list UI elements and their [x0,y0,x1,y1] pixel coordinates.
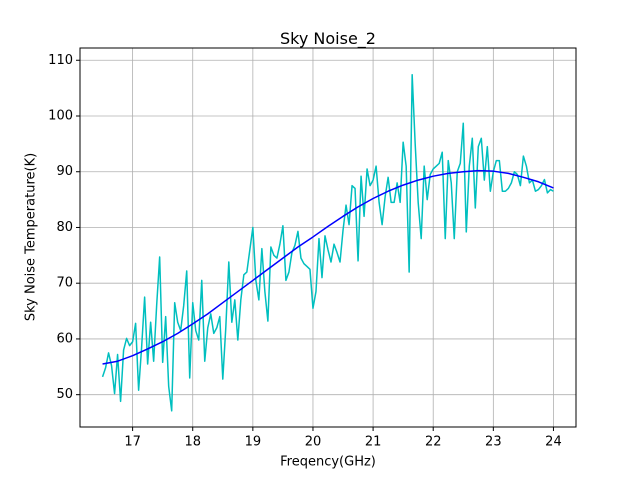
x-tick-label: 21 [365,435,382,450]
x-tick-label: 18 [184,435,201,450]
y-tick-label: 110 [48,53,73,68]
ticks-layer: 17 18 19 20 21 22 23 24 50 60 70 80 90 100 110 [48,53,562,450]
y-tick-label: 80 [56,220,73,235]
data-line [102,169,554,365]
y-tick-label: 70 [56,276,73,291]
x-tick-label: 24 [545,435,562,450]
x-tick-label: 23 [485,435,502,450]
x-tick-label: 20 [305,435,322,450]
y-tick-label: 50 [56,387,73,402]
y-tick-label: 100 [48,108,73,123]
x-tick-label: 19 [245,435,262,450]
x-tick-label: 22 [425,435,442,450]
y-tick-label: 90 [56,164,73,179]
data-line [101,74,554,412]
marks-layer [101,74,554,412]
axes-frame [79,47,577,428]
x-axis-label: Freqency(GHz) [280,455,376,470]
chart-title: Sky Noise_2 [280,29,376,49]
y-tick-label: 60 [56,331,73,346]
y-axis-label: Sky Noise Temperature(K) [24,153,39,321]
x-tick-label: 17 [124,435,141,450]
